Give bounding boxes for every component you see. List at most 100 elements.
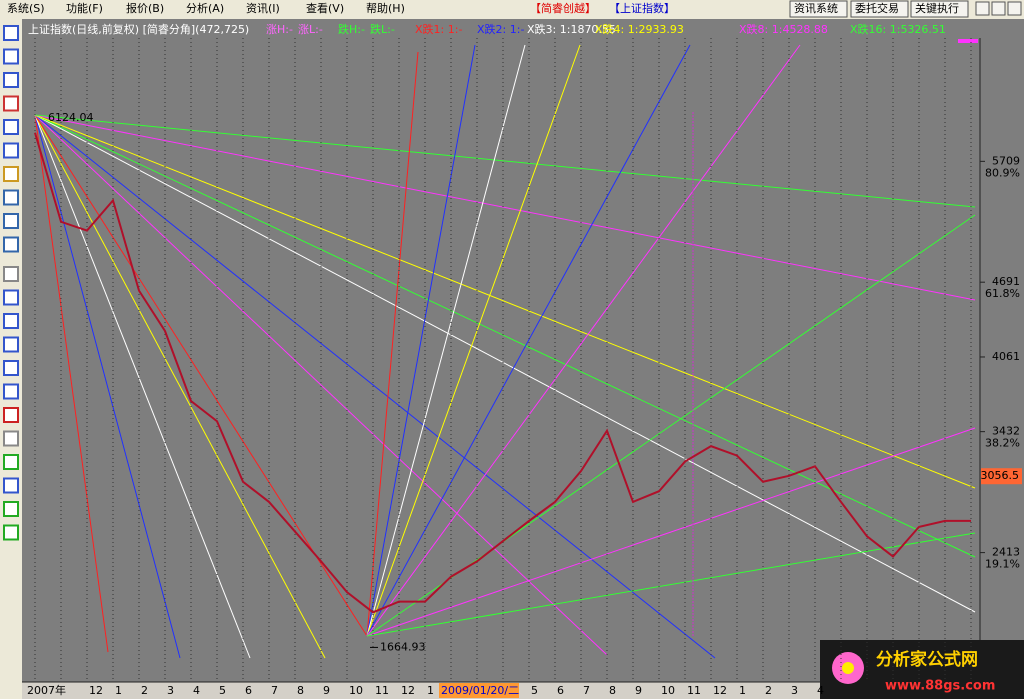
button[interactable] [789, 0, 848, 18]
fan-line [366, 44, 801, 637]
x-tick-label: 2 [765, 684, 772, 697]
tool-icon [3, 189, 19, 206]
menu-item[interactable]: 帮助(H) [366, 1, 405, 15]
x-tick-label: 10 [661, 684, 675, 697]
menu-item[interactable]: 分析(A) [186, 1, 224, 15]
tool-icon [3, 25, 19, 41]
x-tick-label: 9 [323, 684, 330, 697]
indicator-label: X跌16: 1:5326.51 [850, 22, 946, 36]
button-label: 委托交易 [855, 1, 899, 15]
menu-item[interactable]: 资讯(I) [246, 2, 280, 15]
fan-line [34, 114, 326, 659]
logo-flower [842, 662, 854, 674]
x-tick-label: 9 [635, 684, 642, 697]
x-tick-label: 12 [401, 684, 415, 697]
price-line [34, 132, 971, 614]
tool-icon [3, 407, 19, 423]
indicator-label: 涨H:- [266, 23, 293, 36]
window-button[interactable] [975, 1, 990, 16]
x-tick-label: 6 [245, 684, 252, 697]
fan-line [34, 114, 976, 208]
trough-label: 1664.93 [380, 640, 426, 653]
indicator-label: 跌L:- [370, 22, 395, 36]
banner: 【上证指数】 [609, 1, 675, 15]
tool-icon [3, 501, 19, 517]
indicator-label: X跌3: 1:1870.55 [527, 22, 616, 36]
button[interactable] [910, 0, 969, 18]
logo-title: 分析家公式网 [876, 649, 978, 670]
x-tick-label: 3 [791, 684, 798, 697]
tool-icon [3, 430, 19, 447]
tool-icon [3, 142, 19, 159]
tool-icon [3, 48, 19, 65]
tool-icon [3, 266, 19, 282]
fan-line [34, 114, 608, 656]
fan-line [34, 114, 716, 659]
indicator-label: 跌H:- [338, 22, 365, 36]
x-tick-label: 8 [297, 684, 304, 697]
fan-line [34, 114, 181, 659]
fan-line [366, 44, 581, 637]
menu-item[interactable]: 系统(S) [7, 2, 45, 15]
peak-label: 6124.04 [48, 111, 94, 124]
x-tick-label: 1 [115, 684, 122, 697]
fan-line [366, 44, 476, 637]
fan-line [366, 532, 976, 637]
indicator-label: X跌4: 1:2933.93 [595, 22, 684, 36]
x-axis-bar [22, 682, 1024, 699]
tool-icon [3, 313, 19, 329]
window-button[interactable] [1007, 1, 1022, 16]
indicator-label: X跌2: 1:- [477, 22, 524, 36]
button-label: 资讯系统 [794, 2, 838, 15]
tool-icon [3, 72, 19, 88]
tool-icon [3, 119, 19, 135]
indicator-label: X跌1: 1:- [415, 22, 462, 36]
fan-line [34, 114, 251, 659]
level-label: 80.9% [985, 166, 1020, 179]
y-tick-label: 4061 [992, 350, 1020, 363]
tool-icon [3, 289, 19, 306]
x-tick-label: 6 [557, 684, 564, 697]
x-tick-label: 4 [817, 684, 824, 697]
x-tick-label: 1 [739, 684, 746, 697]
menu-item[interactable]: 报价(B) [126, 1, 164, 15]
fan-line [366, 44, 691, 637]
y-tick-label: 3432 [992, 425, 1020, 438]
x-tick-label: 7 [271, 684, 278, 697]
fan-lines [34, 44, 976, 659]
tool-icon [3, 95, 19, 112]
current-price: 3056.5 [981, 469, 1020, 482]
x-tick-label: 5 [531, 684, 538, 697]
cursor-date-box [439, 683, 519, 698]
x-tick-label: 2007年 [27, 683, 66, 697]
indicator-label: 涨L:- [298, 23, 323, 36]
fan-line [34, 114, 976, 301]
cursor-date: 2009/01/20/二 [441, 684, 519, 697]
tool-icon [3, 477, 19, 494]
tool-icon [3, 383, 19, 400]
level-label: 19.1% [985, 558, 1020, 571]
button-label: 关键执行 [915, 1, 959, 15]
x-tick-label: 3 [167, 684, 174, 697]
level-label: 38.2% [985, 437, 1020, 450]
fan-line [366, 427, 976, 637]
fan-line [366, 44, 526, 637]
y-tick-label: 4691 [992, 275, 1020, 288]
x-tick-label: 2 [141, 684, 148, 697]
tool-icon [3, 454, 19, 470]
x-tick-label: 11 [687, 684, 701, 697]
menu-item[interactable]: 功能(F) [66, 1, 103, 15]
tool-icon [3, 360, 19, 376]
logo-url: www.88gs.com [885, 679, 995, 694]
x-tick-label: 5 [219, 684, 226, 697]
menu-item[interactable]: 查看(V) [306, 1, 344, 15]
x-tick-label: 12 [89, 684, 103, 697]
x-tick-label: 11 [375, 684, 389, 697]
current-price-box [981, 468, 1022, 485]
window-button[interactable] [991, 1, 1006, 16]
x-tick-label: 8 [609, 684, 616, 697]
tool-icon [3, 524, 19, 541]
button[interactable] [850, 0, 909, 18]
tool-icon [3, 166, 19, 182]
